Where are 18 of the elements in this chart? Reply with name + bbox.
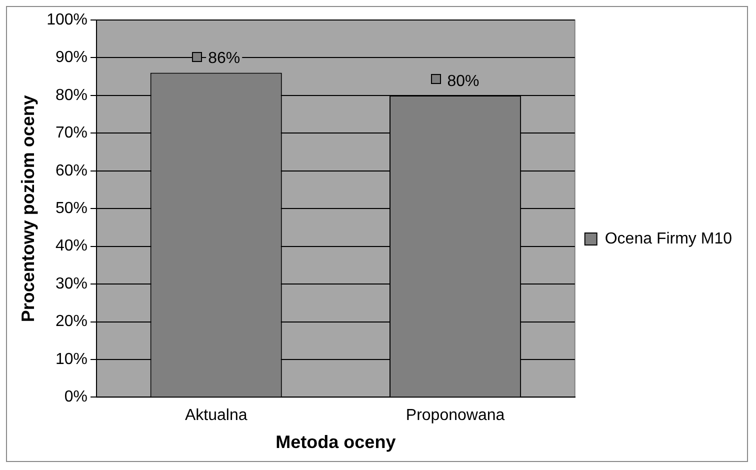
y-tick-label: 20% bbox=[55, 313, 88, 330]
y-tick-label: 30% bbox=[55, 275, 88, 292]
y-tick-label: 40% bbox=[55, 238, 88, 255]
x-tick-label: Aktualna bbox=[184, 407, 248, 424]
y-tick-label: 90% bbox=[55, 49, 88, 66]
y-tick-label: 100% bbox=[46, 11, 88, 28]
text: 80% bbox=[447, 72, 480, 90]
x-axis-title: Metoda oceny bbox=[276, 432, 396, 452]
y-tick-label: 80% bbox=[55, 86, 88, 104]
y-axis-title: Procentowy poziom oceny bbox=[18, 95, 38, 322]
y-tick-label: 50% bbox=[55, 200, 88, 218]
y-tick-label: 0% bbox=[64, 388, 88, 406]
y-tick-label: 70% bbox=[55, 124, 88, 142]
x-tick-label: Proponowana bbox=[406, 407, 505, 424]
y-tick-label: 10% bbox=[55, 350, 88, 368]
text: 86% bbox=[208, 50, 240, 68]
y-tick-label: 60% bbox=[55, 162, 88, 180]
legend-label: Ocena Firmy M10 bbox=[604, 230, 732, 248]
